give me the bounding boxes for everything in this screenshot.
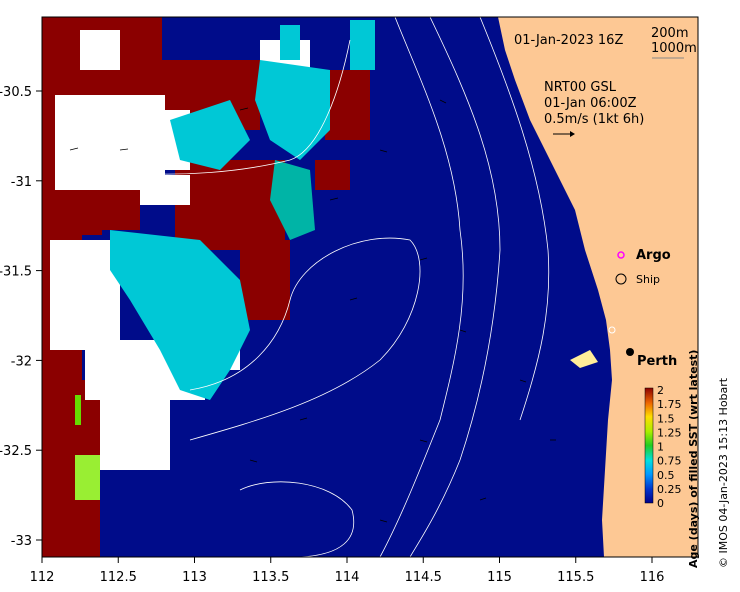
x-tick-label: 114 [335, 570, 360, 585]
x-tick-label: 113.5 [252, 570, 289, 585]
colorbar-tick-label: 0.75 [657, 455, 682, 468]
colorbar-tick-label: 0 [657, 497, 664, 510]
colorbar-tick-label: 1.25 [657, 426, 682, 439]
x-tick-label: 112 [30, 570, 55, 585]
perth-marker [626, 348, 634, 356]
colorbar-tick-label: 1 [657, 441, 664, 454]
colorbar-tick-label: 2 [657, 384, 664, 397]
colorbar [644, 387, 654, 504]
colorbar-tick-label: 1.75 [657, 398, 682, 411]
y-tick-label: -31.5 [0, 265, 32, 280]
colorbar-tick-label: 0.25 [657, 483, 682, 496]
x-tick-label: 113 [182, 570, 207, 585]
current-vectors [69, 99, 556, 523]
y-tick-label: -33 [11, 534, 32, 549]
x-tick-label: 112.5 [100, 570, 137, 585]
y-axis: -30.5 -31 -31.5 -32 -32.5 -33 [0, 85, 42, 549]
arrow-head [570, 131, 575, 137]
colorbar-tick-label: 1.5 [657, 412, 675, 425]
x-tick-label: 115.5 [557, 570, 594, 585]
recent-sst-patches [75, 20, 375, 500]
current-scale: 0.5m/s (1kt 6h) [544, 112, 644, 127]
contour-label-200m: 200m [651, 26, 688, 41]
current-product: NRT00 GSL [544, 80, 617, 95]
x-tick-label: 115 [487, 570, 512, 585]
colorbar-label: Age (days) of filled SST (wrt latest) [687, 350, 700, 568]
argo-label: Argo [636, 248, 671, 263]
plot-area [42, 17, 698, 557]
contour-label-1000m: 1000m [651, 41, 697, 56]
y-tick-label: -30.5 [0, 85, 32, 100]
bathymetry-contours [99, 17, 550, 557]
ship-position [608, 326, 616, 334]
perth-label: Perth [637, 354, 677, 369]
colorbar-ticks: 21.751.51.25 10.750.50.250 [657, 384, 682, 510]
colorbar-tick-label: 0.5 [657, 469, 675, 482]
y-tick-label: -32.5 [0, 444, 32, 459]
argo-marker [617, 251, 625, 259]
ship-marker [615, 273, 627, 285]
rottnest-island [570, 350, 598, 368]
plot-frame [41, 16, 699, 558]
x-tick-label: 116 [640, 570, 665, 585]
valid-time: 01-Jan-2023 16Z [514, 33, 623, 48]
current-time: 01-Jan 06:00Z [544, 96, 637, 111]
ship-label: Ship [636, 273, 660, 286]
x-axis: 112 112.5 113 113.5 114 114.5 115 115.5 116 [30, 557, 665, 585]
x-tick-label: 114.5 [405, 570, 442, 585]
credit: © IMOS 04-Jan-2023 15:13 Hobart [717, 377, 730, 568]
y-tick-label: -32 [11, 354, 32, 369]
y-tick-label: -31 [11, 175, 32, 190]
